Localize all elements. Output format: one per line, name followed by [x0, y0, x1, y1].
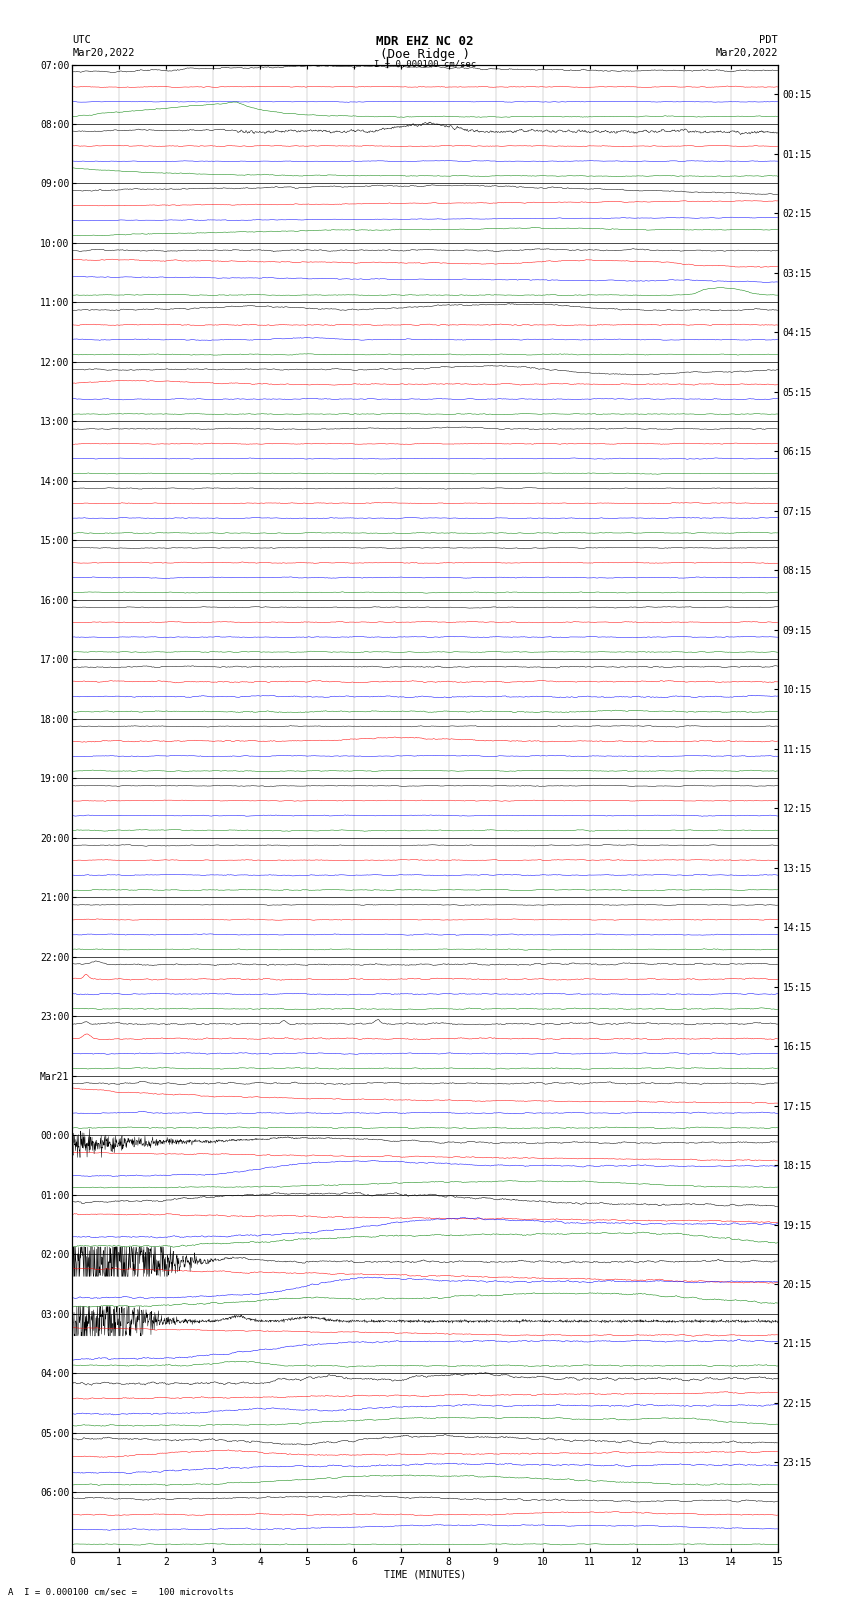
Text: MDR EHZ NC 02: MDR EHZ NC 02: [377, 35, 473, 48]
Text: A  I = 0.000100 cm/sec =    100 microvolts: A I = 0.000100 cm/sec = 100 microvolts: [8, 1587, 235, 1597]
Text: UTC: UTC: [72, 35, 91, 45]
Text: Mar20,2022: Mar20,2022: [72, 48, 135, 58]
Text: PDT: PDT: [759, 35, 778, 45]
Text: I = 0.000100 cm/sec: I = 0.000100 cm/sec: [374, 60, 476, 69]
Text: Mar20,2022: Mar20,2022: [715, 48, 778, 58]
X-axis label: TIME (MINUTES): TIME (MINUTES): [384, 1569, 466, 1579]
Text: (Doe Ridge ): (Doe Ridge ): [380, 48, 470, 61]
